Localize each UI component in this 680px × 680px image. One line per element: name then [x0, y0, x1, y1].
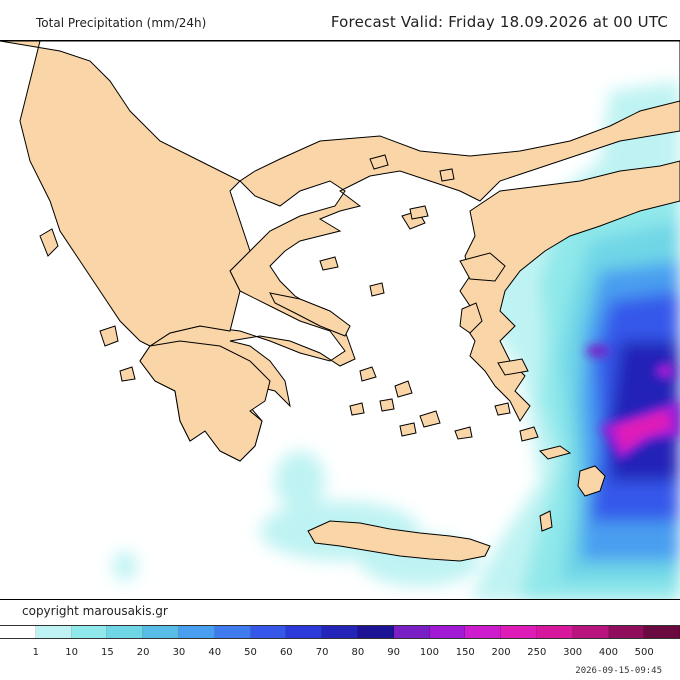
land-areas	[0, 41, 680, 562]
legend-label: 80	[351, 647, 365, 658]
legend-label: 50	[244, 647, 257, 658]
legend-label: 40	[208, 647, 222, 658]
legend-swatch	[0, 626, 36, 638]
legend-swatch	[357, 626, 394, 638]
legend-label: 1	[32, 647, 39, 658]
legend-label: 200	[491, 647, 511, 658]
legend-swatch	[143, 626, 179, 638]
forecast-valid-label: Forecast Valid: Friday 18.09.2026 at 00 …	[330, 13, 668, 31]
legend-swatch	[536, 626, 573, 638]
legend-label: 250	[527, 647, 547, 658]
legend-swatch	[465, 626, 502, 638]
map-title: Total Precipitation (mm/24h)	[36, 16, 207, 30]
legend-label: 60	[279, 647, 293, 658]
legend-swatch	[501, 626, 537, 638]
legend-swatch	[644, 626, 680, 638]
legend-label: 20	[136, 647, 150, 658]
legend-swatch	[107, 626, 144, 638]
legend-swatch	[608, 626, 645, 638]
legend-label: 400	[598, 647, 618, 658]
legend-swatch	[71, 626, 108, 638]
legend-swatch	[35, 626, 72, 638]
legend-swatch	[572, 626, 609, 638]
legend-swatch	[322, 626, 358, 638]
issue-timestamp: 2026-09-15-09:45	[575, 666, 662, 676]
precipitation-map	[0, 40, 680, 600]
legend-label: 150	[455, 647, 475, 658]
legend-swatch	[178, 626, 215, 638]
legend-label: 300	[563, 647, 583, 658]
legend-label: 15	[100, 647, 114, 658]
legend-label: 100	[419, 647, 440, 658]
legend-swatch	[429, 626, 466, 638]
legend-swatch	[393, 626, 430, 638]
legend-labels: 1 10 15 20 30 40 50 60 70 80 90 100 150 200 250 300 400 5…	[0, 647, 680, 661]
copyright-label: copyright marousakis.gr	[22, 604, 168, 618]
legend-label: 70	[315, 647, 329, 658]
header: Total Precipitation (mm/24h) Forecast Va…	[0, 0, 680, 40]
legend-color-bar	[0, 625, 680, 639]
legend-swatch	[214, 626, 251, 638]
legend-label: 90	[387, 647, 401, 658]
legend-label: 10	[65, 647, 78, 658]
legend-label: 30	[172, 647, 186, 658]
precipitation-field	[113, 81, 680, 599]
legend-swatch	[250, 626, 287, 638]
legend-label: 500	[634, 647, 654, 658]
legend-swatch	[286, 626, 323, 638]
